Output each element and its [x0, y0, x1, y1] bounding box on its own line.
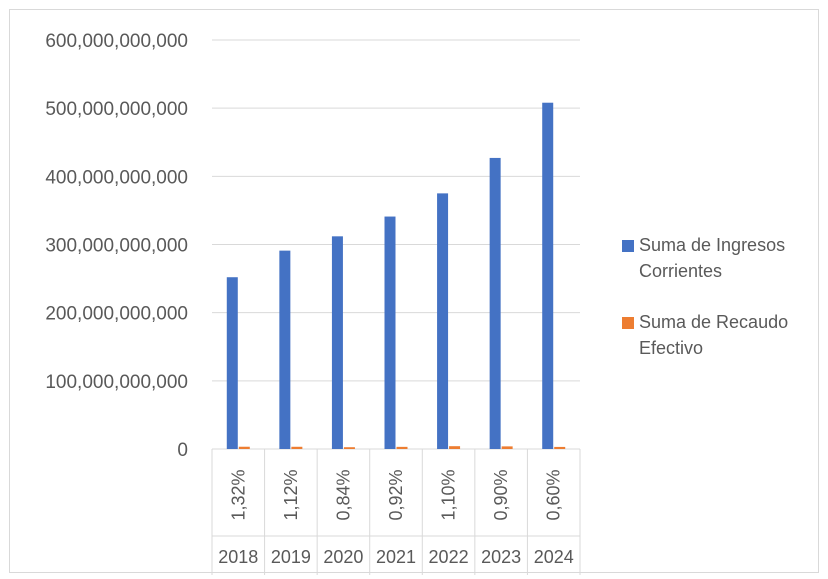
legend-swatch-recaudo [622, 317, 634, 329]
category-sublabel: 1,12% [281, 469, 301, 520]
bar-ingresos [279, 250, 291, 449]
x-tick-label: 2023 [481, 547, 521, 567]
y-tick-label: 200,000,000,000 [45, 304, 188, 325]
x-tick-label: 2024 [534, 547, 574, 567]
y-tick-label: 100,000,000,000 [45, 372, 188, 393]
x-tick-label: 2019 [271, 547, 311, 567]
category-sublabel: 0,92% [386, 469, 406, 520]
y-tick-label: 400,000,000,000 [45, 167, 188, 188]
category-sublabel: 0,90% [491, 469, 511, 520]
bar-recaudo [343, 447, 355, 449]
bar-ingresos [489, 157, 501, 449]
bar-recaudo [501, 446, 513, 449]
bar-recaudo [554, 446, 566, 449]
category-sublabel: 1,10% [439, 469, 459, 520]
bar-recaudo [291, 446, 303, 449]
bar-recaudo [449, 446, 461, 449]
bar-ingresos [226, 277, 238, 449]
chart-frame [9, 9, 819, 573]
x-tick-label: 2020 [323, 547, 363, 567]
x-tick-label: 2018 [218, 547, 258, 567]
x-tick-label: 2022 [429, 547, 469, 567]
legend-swatch-ingresos [622, 240, 634, 252]
legend-label-recaudo: Suma de Recaudo Efectivo [639, 312, 789, 358]
bar-ingresos [384, 216, 396, 449]
bar-ingresos [331, 236, 343, 449]
category-sublabel: 0,60% [544, 469, 564, 520]
x-tick-label: 2021 [376, 547, 416, 567]
y-tick-label: 500,000,000,000 [45, 99, 188, 120]
category-sublabel: 0,84% [333, 469, 353, 520]
y-tick-label: 300,000,000,000 [45, 236, 188, 257]
legend-label-ingresos: Suma de Ingresos Corrientes [639, 235, 786, 281]
bar-recaudo [238, 446, 250, 449]
category-sublabel: 1,32% [228, 469, 248, 520]
bar-ingresos [437, 193, 449, 449]
y-tick-label: 600,000,000,000 [45, 31, 188, 52]
y-tick-label: 0 [177, 440, 188, 461]
bar-ingresos [542, 102, 554, 450]
bar-recaudo [396, 446, 408, 449]
